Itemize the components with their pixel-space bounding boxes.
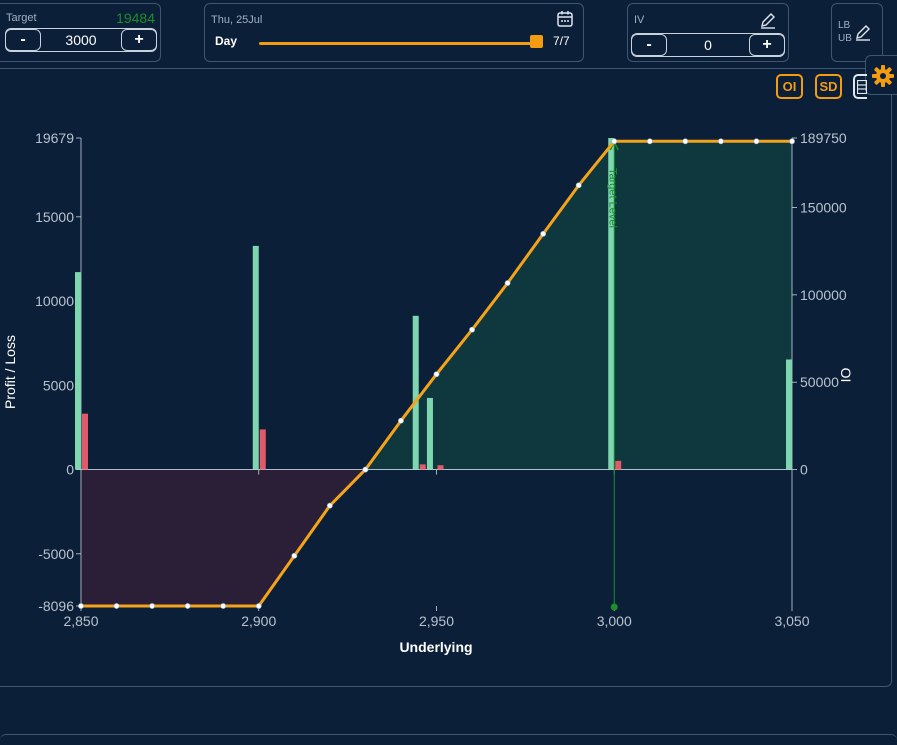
- date-label: Thu, 25Jul: [211, 14, 263, 26]
- day-slider-track[interactable]: [259, 42, 543, 45]
- target-computed-value: 19484: [116, 10, 155, 26]
- target-panel: Target 19484 - 3000 +: [0, 3, 161, 62]
- day-counter: 7/7: [553, 34, 570, 48]
- sd-toggle-button[interactable]: SD: [815, 74, 842, 99]
- lower-bound-label: LB: [838, 20, 851, 31]
- oi-toggle-button[interactable]: OI: [776, 74, 803, 99]
- upper-bound-label: UB: [838, 33, 852, 44]
- day-panel: Thu, 25Jul Day 7/7: [204, 3, 584, 62]
- pencil-icon[interactable]: [759, 11, 777, 29]
- table-icon: [857, 80, 867, 94]
- iv-value[interactable]: 0: [704, 37, 712, 53]
- gear-icon: [872, 65, 894, 87]
- target-label: Target: [6, 12, 37, 24]
- day-slider-thumb[interactable]: [530, 35, 543, 48]
- table-view-button[interactable]: [853, 74, 867, 99]
- target-increment-button[interactable]: +: [121, 29, 157, 51]
- bottom-panel: [0, 734, 897, 745]
- target-decrement-button[interactable]: -: [5, 29, 41, 51]
- iv-panel: IV - 0 +: [627, 3, 789, 62]
- iv-increment-button[interactable]: +: [748, 34, 785, 56]
- day-label: Day: [215, 34, 238, 48]
- calendar-icon[interactable]: [556, 10, 574, 28]
- chart-panel: [0, 68, 892, 687]
- bounds-panel: LB UB: [831, 3, 883, 62]
- target-value[interactable]: 3000: [65, 32, 97, 48]
- iv-label: IV: [634, 14, 645, 26]
- iv-decrement-button[interactable]: -: [631, 34, 667, 56]
- iv-stepper: - 0 +: [631, 33, 785, 57]
- target-stepper: - 3000 +: [5, 28, 157, 52]
- bounds-pencil-icon[interactable]: [854, 23, 872, 41]
- settings-button[interactable]: [865, 55, 897, 95]
